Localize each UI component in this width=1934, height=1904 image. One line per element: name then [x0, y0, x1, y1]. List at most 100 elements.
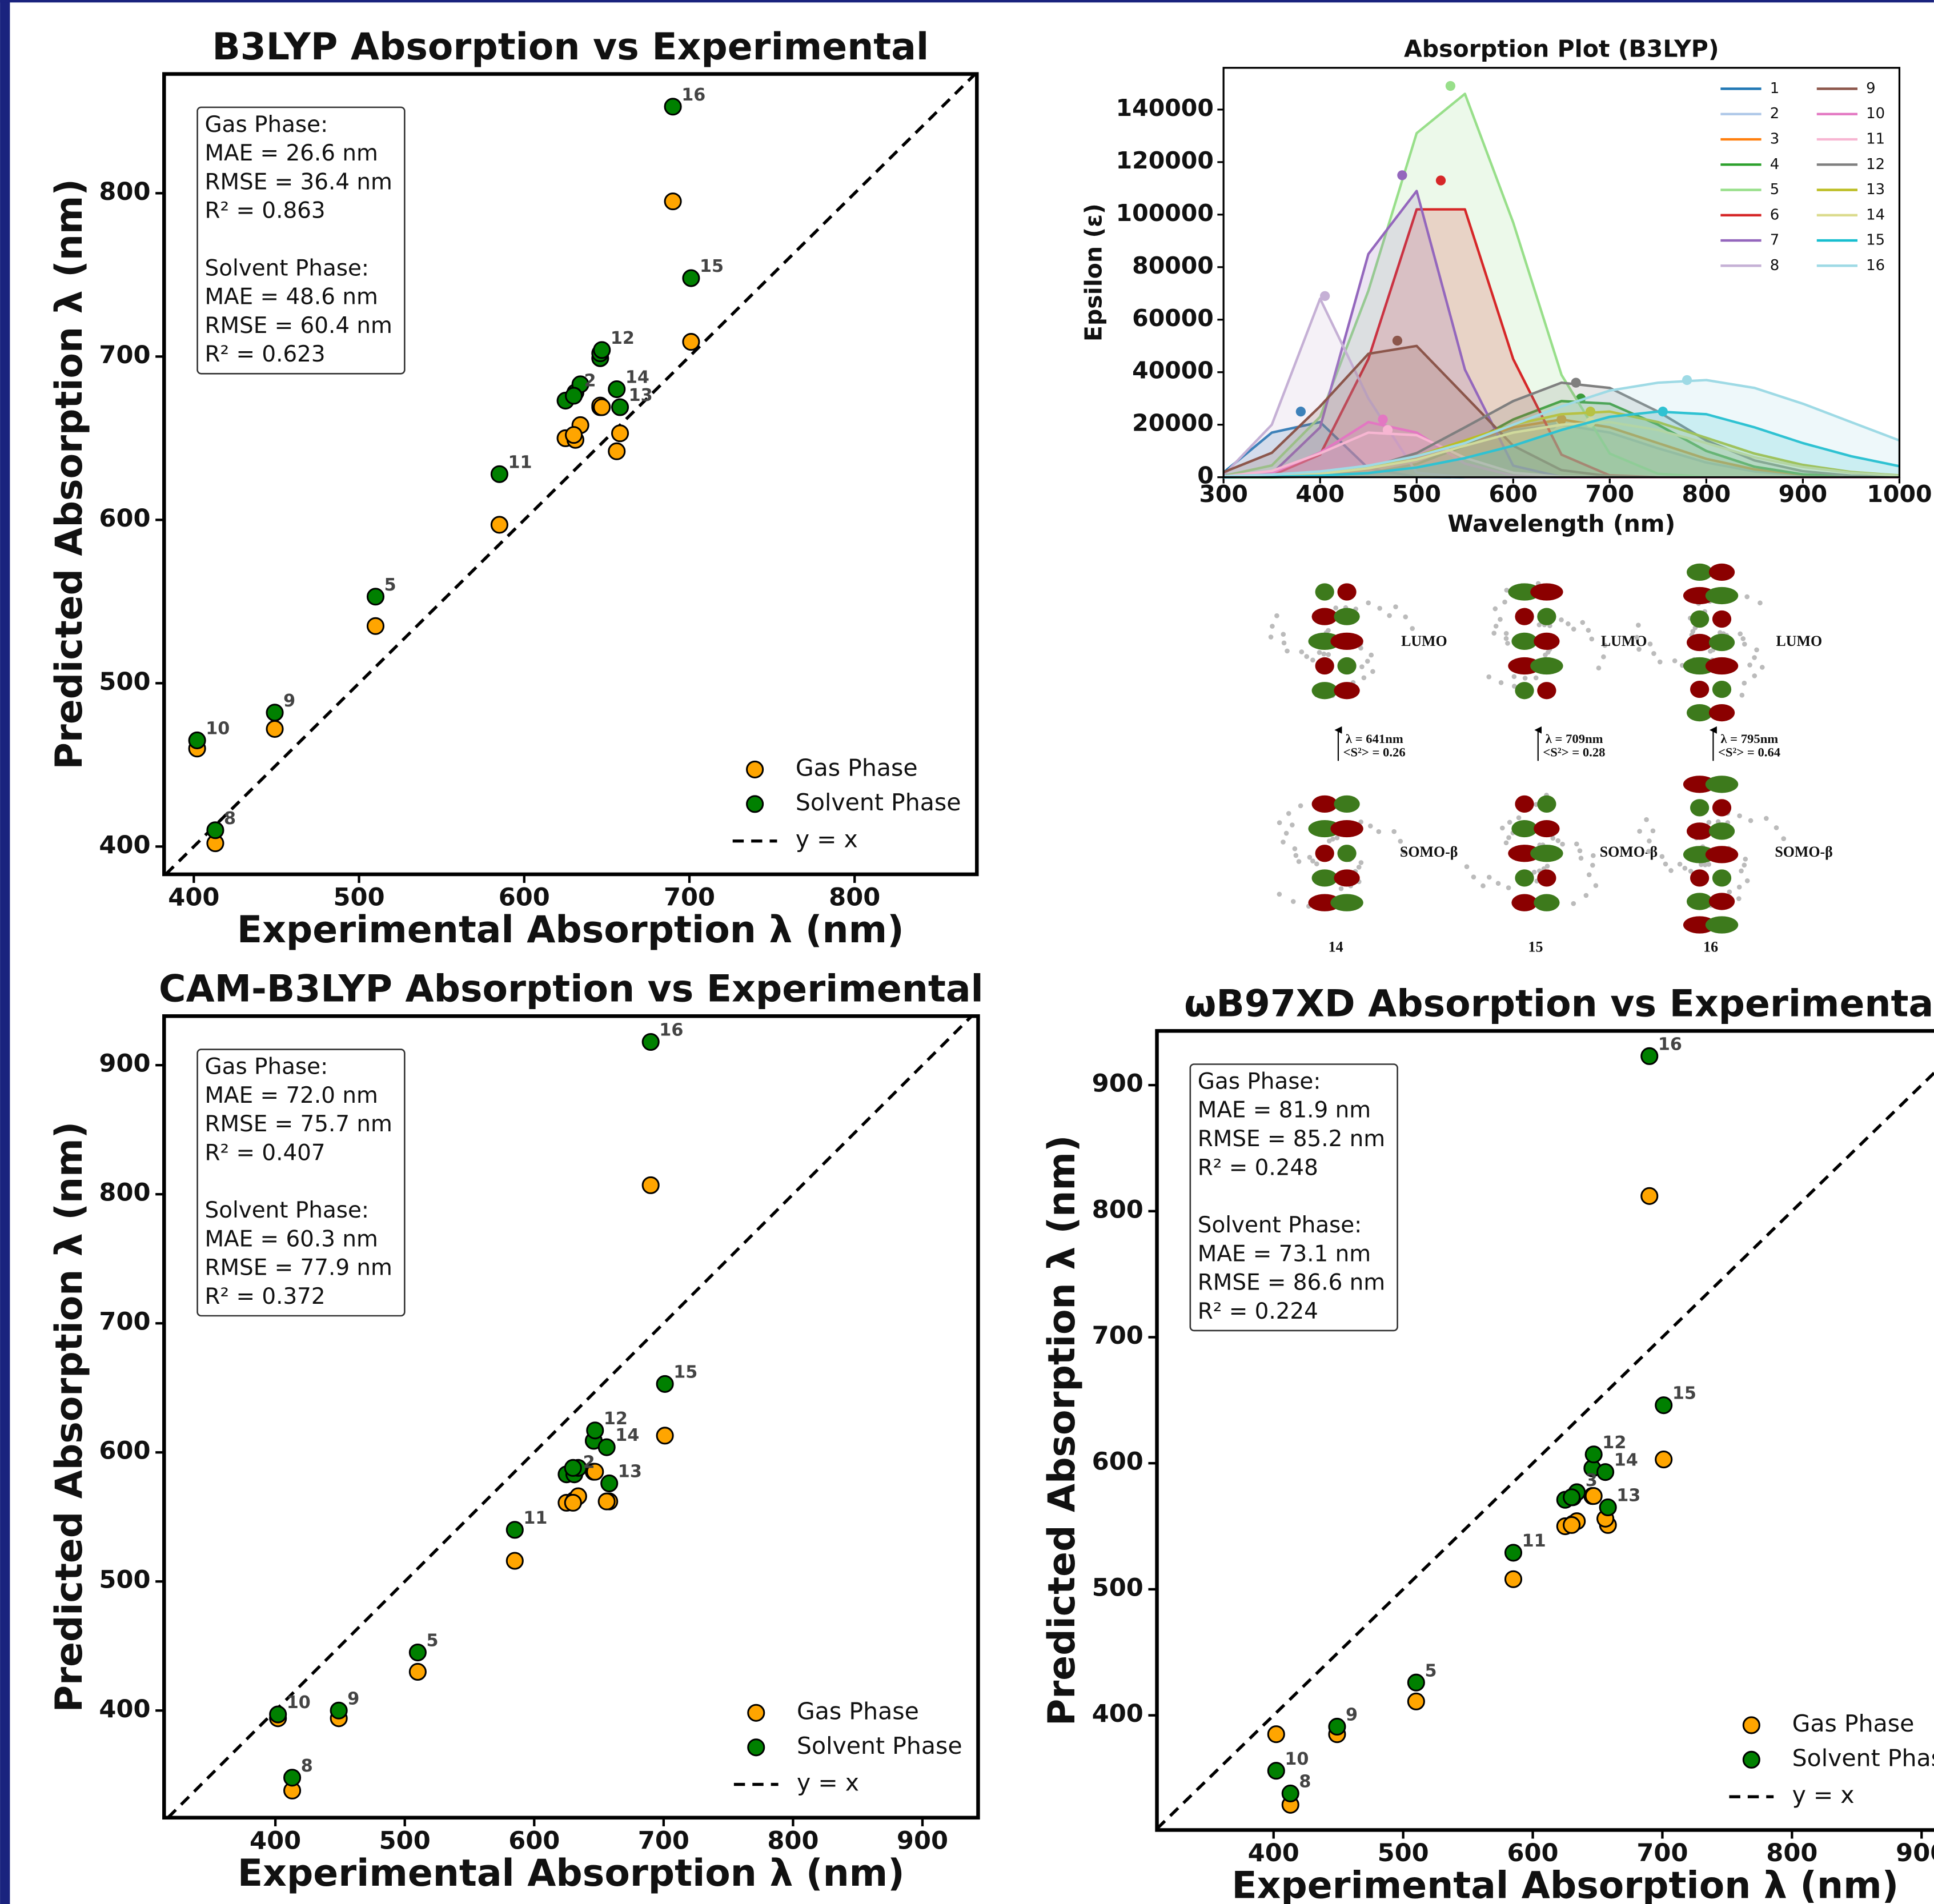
lobe: [1537, 682, 1556, 699]
atom: [1555, 838, 1560, 843]
legend-label: Solvent Phase: [1792, 1744, 1934, 1772]
y-tick-label: 800: [99, 1179, 150, 1207]
lobe: [1690, 799, 1709, 816]
lobe: [1537, 608, 1556, 625]
atom: [1368, 824, 1373, 829]
peak-marker: [1682, 375, 1692, 385]
lobe: [1712, 869, 1731, 886]
legend-label: 11: [1866, 131, 1885, 148]
atom: [1377, 606, 1382, 611]
atom: [1644, 817, 1649, 822]
point-label: 13: [629, 385, 653, 405]
x-tick-label: 800: [1766, 1839, 1817, 1867]
y-tick-label: 900: [1092, 1070, 1143, 1098]
data-point: [599, 1493, 615, 1509]
data-point: [189, 732, 205, 748]
stats-text: R² = 0.248: [1198, 1155, 1318, 1180]
atom: [1523, 676, 1528, 681]
atom: [1285, 649, 1290, 654]
atom: [1464, 864, 1470, 869]
legend-label: 15: [1866, 232, 1885, 249]
legend-label: 13: [1866, 181, 1885, 198]
x-tick-label: 500: [1378, 1839, 1429, 1867]
atom: [1660, 854, 1665, 859]
legend-label: 5: [1770, 181, 1779, 198]
atom: [1286, 811, 1291, 816]
y-tick-label: 600: [99, 1437, 150, 1465]
data-point: [1642, 1048, 1658, 1064]
atom: [1310, 657, 1315, 662]
point-label: 8: [224, 809, 236, 829]
atom: [1663, 862, 1668, 867]
lobe: [1511, 633, 1537, 650]
stats-text: RMSE = 60.4 nm: [205, 313, 392, 339]
stats-text: Gas Phase:: [205, 112, 328, 138]
x-axis-label: Wavelength (nm): [1447, 510, 1675, 537]
stats-text: MAE = 73.1 nm: [1198, 1241, 1371, 1267]
atom: [1545, 863, 1550, 869]
atom: [1596, 665, 1602, 670]
atom: [1506, 885, 1511, 890]
peak-marker: [1320, 291, 1330, 301]
lobe: [1706, 846, 1738, 863]
y-tick-label: 400: [1092, 1700, 1143, 1728]
data-point: [1642, 1188, 1658, 1204]
data-point: [1656, 1397, 1672, 1413]
atom: [1281, 632, 1286, 637]
point-label: 13: [618, 1462, 642, 1482]
atom: [1284, 831, 1289, 836]
point-label: 16: [681, 85, 705, 105]
lobe: [1537, 796, 1556, 813]
atom: [1678, 862, 1683, 867]
stats-text: Solvent Phase:: [1198, 1212, 1362, 1238]
lobe: [1312, 869, 1338, 886]
atom: [1298, 804, 1303, 809]
atom: [1683, 866, 1688, 871]
point-label: 10: [1285, 1749, 1309, 1769]
y-tick-label: 700: [99, 1308, 150, 1336]
y-axis-label: Epsilon (ε): [1080, 203, 1108, 342]
atom: [1534, 676, 1539, 681]
frame-edge: [0, 0, 1934, 2]
data-point: [683, 270, 699, 286]
atom: [1403, 614, 1408, 620]
x-tick-label: 500: [379, 1827, 431, 1855]
atom: [1486, 674, 1491, 680]
point-label: 5: [1425, 1661, 1437, 1681]
atom: [1774, 825, 1779, 830]
stats-text: RMSE = 36.4 nm: [205, 169, 392, 195]
atom: [1366, 600, 1371, 605]
atom: [1587, 872, 1592, 877]
point-label: 11: [523, 1508, 547, 1528]
lobe: [1709, 634, 1735, 651]
x-tick-label: 900: [1779, 480, 1828, 508]
lobe: [1334, 682, 1359, 699]
lobe: [1511, 894, 1537, 911]
data-point: [601, 1475, 617, 1491]
atom: [1579, 855, 1584, 861]
y-tick-label: 700: [99, 341, 150, 369]
atom: [1299, 649, 1304, 654]
lobe: [1330, 894, 1363, 911]
atom: [1277, 891, 1282, 897]
atom: [1365, 659, 1370, 664]
y-tick-label: 500: [99, 1566, 150, 1594]
legend-label: y = x: [796, 826, 858, 853]
frame-edge: [0, 0, 10, 1904]
atom: [1580, 620, 1585, 625]
y-tick-label: 900: [99, 1050, 150, 1078]
atom: [1636, 622, 1641, 628]
y-tick-label: 600: [99, 504, 150, 533]
atom: [1274, 613, 1279, 618]
point-label: 5: [426, 1631, 438, 1651]
lobe: [1706, 916, 1738, 933]
atom: [1333, 605, 1338, 610]
atom: [1362, 675, 1367, 680]
data-point: [507, 1522, 523, 1538]
lobe: [1330, 633, 1363, 650]
lobe: [1537, 869, 1556, 886]
data-point: [1598, 1464, 1614, 1480]
legend-marker: [747, 796, 763, 812]
data-point: [284, 1770, 300, 1786]
y-tick-label: 60000: [1132, 304, 1214, 332]
